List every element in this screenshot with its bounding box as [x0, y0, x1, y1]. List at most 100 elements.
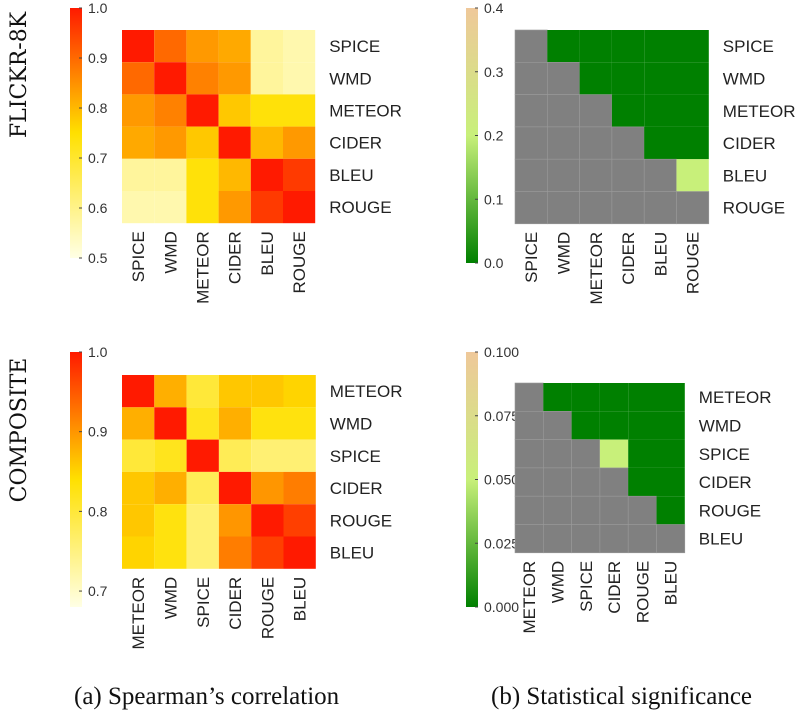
row-label-flickr: FLICKR-8K [7, 11, 32, 138]
heatmap-cell [186, 504, 219, 537]
heatmap-cell [611, 94, 645, 127]
col-tick-label: WMD [548, 561, 567, 603]
heatmap-cell [218, 62, 251, 95]
row-tick-label: BLEU [723, 166, 767, 185]
heatmap-cell [283, 94, 316, 127]
row-tick-label: SPICE [329, 37, 380, 56]
heatmap-cell [676, 94, 709, 127]
col-tick-label: METEOR [129, 577, 148, 650]
heatmap-cell [218, 471, 252, 505]
heatmap-cell [250, 158, 283, 191]
heatmap-cell [628, 467, 657, 497]
heatmap-cell [676, 159, 709, 192]
col-tick-label: SPICE [577, 561, 596, 612]
heatmap-cell [611, 30, 645, 63]
heatmap-cell [154, 375, 187, 408]
colorbar-tick-label: 0.9 [88, 50, 108, 66]
heatmap-cell [283, 375, 316, 408]
row-tick-label: METEOR [699, 388, 772, 407]
heatmap-cell [514, 158, 548, 192]
heatmap-composite-correlation: 1.0 0.9 0.8 0.7 METEOR WMD SPICE CIDER ROUGE BLEU… [70, 344, 403, 650]
heatmap-cell [122, 191, 155, 224]
heatmap-cell [547, 30, 580, 63]
heatmap-flickr-correlation: 1.0 0.9 0.8 0.7 0.6 0.5 SPICE WMD METEOR CIDER BLE… [70, 0, 402, 304]
colorbar-tick-label: 0.025 [484, 535, 519, 551]
colorbar-tick-label: 0.2 [484, 128, 504, 144]
col-tick-label: ROUGE [290, 231, 309, 293]
heatmap-cell [611, 126, 645, 160]
heatmap-cell [186, 375, 219, 408]
row-label-composite: COMPOSITE [7, 358, 32, 503]
heatmap-cell [283, 191, 316, 224]
heatmap-cell [218, 126, 251, 159]
heatmap-cell [186, 407, 219, 440]
heatmap-cell [514, 410, 544, 440]
heatmap-cell [627, 495, 657, 525]
heatmap-cell [676, 30, 709, 63]
heatmap-cell [122, 504, 155, 537]
heatmap-cell [599, 495, 629, 525]
heatmap-cell [579, 158, 613, 192]
heatmap-cell [154, 439, 187, 472]
heatmap-cell [186, 439, 219, 472]
row-tick-label: SPICE [330, 447, 381, 466]
heatmap-cell [656, 524, 686, 554]
colorbar-tick-label: 0.4 [484, 0, 504, 16]
col-tick-label: WMD [161, 231, 180, 273]
heatmap-cell [546, 126, 580, 160]
heatmap-cell [154, 191, 187, 224]
heatmap-cell [251, 504, 284, 537]
colorbar-tick-label: 0.6 [88, 200, 108, 216]
heatmap-cell [218, 439, 252, 472]
heatmap-cell [579, 126, 613, 160]
heatmap-cell [579, 94, 613, 128]
col-tick-label: SPICE [522, 232, 541, 283]
heatmap-cell [283, 407, 316, 440]
heatmap-cell [122, 536, 155, 569]
heatmap-cell [643, 158, 677, 192]
heatmap-cell [250, 191, 283, 224]
col-tick-label: BLEU [258, 231, 277, 275]
row-tick-label: METEOR [329, 102, 402, 121]
col-tick-label: CIDER [619, 232, 638, 285]
row-tick-label: WMD [329, 69, 371, 88]
heatmap-cell [122, 471, 155, 505]
heatmap-composite-significance: 0.1000.0750.0500.0250.000METEORWMDSPICEC… [466, 344, 772, 634]
heatmap-cell [154, 471, 187, 505]
heatmap-cell [251, 375, 284, 408]
colorbar-tick-label: 0.000 [484, 599, 519, 615]
heatmap-cell [283, 439, 316, 472]
col-tick-label: WMD [161, 577, 180, 619]
heatmap-cell [644, 126, 677, 160]
heatmap-cell [628, 439, 657, 468]
heatmap-cell [546, 191, 580, 225]
row-tick-label: ROUGE [329, 198, 391, 217]
heatmap-cell [122, 62, 155, 95]
heatmap-cell [514, 29, 548, 63]
heatmap-cell [251, 536, 284, 569]
col-tick-label: BLEU [662, 561, 681, 605]
col-tick-label: CIDER [226, 231, 245, 284]
heatmap-cell [676, 62, 709, 95]
heatmap-cell [599, 467, 629, 497]
heatmap-cell [644, 62, 677, 95]
heatmap-cell [599, 383, 629, 412]
heatmap-cell [571, 411, 600, 440]
col-tick-label: METEOR [587, 232, 606, 305]
colorbar-tick-label: 0.0 [484, 255, 504, 271]
heatmap-cell [571, 383, 600, 412]
heatmap-cell [542, 439, 572, 469]
heatmap-cell [283, 536, 316, 569]
heatmap-cell [514, 191, 548, 225]
heatmap-cell [154, 94, 187, 127]
heatmap-cell [514, 126, 548, 160]
heatmap-cell [218, 30, 251, 63]
colorbar-tick-label: 0.075 [484, 408, 519, 424]
heatmap-cell [186, 191, 219, 224]
colorbar [70, 352, 82, 607]
colorbar-tick-label: 0.100 [484, 344, 519, 360]
row-tick-label: CIDER [330, 479, 383, 498]
colorbar-tick-label: 0.8 [88, 100, 108, 116]
heatmap-cell [218, 94, 251, 127]
